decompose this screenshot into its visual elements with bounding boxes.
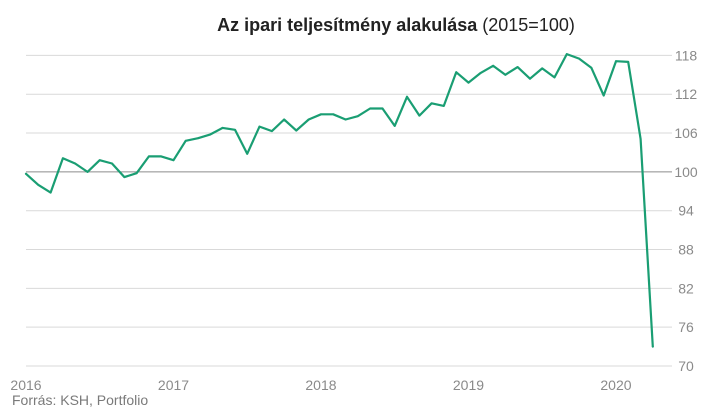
- data-point: [381, 107, 384, 110]
- series-group: [24, 52, 654, 348]
- chart-title: Az ipari teljesítmény alakulása (2015=10…: [217, 15, 575, 35]
- data-point: [406, 95, 408, 98]
- x-axis-ticks: 2016 2017 2018 2019 2020: [10, 377, 631, 393]
- data-point: [455, 71, 458, 74]
- data-point: [25, 172, 27, 175]
- y-tick-label: 112: [675, 86, 698, 102]
- data-point: [602, 94, 605, 97]
- data-point: [135, 172, 138, 175]
- data-point: [197, 137, 200, 140]
- data-point: [553, 76, 556, 79]
- x-tick-label: 2017: [158, 377, 189, 393]
- y-tick-label: 94: [678, 203, 694, 219]
- data-point: [98, 159, 101, 162]
- data-point: [332, 113, 335, 116]
- series-line: [24, 52, 654, 348]
- data-point: [37, 183, 40, 186]
- data-point: [148, 155, 150, 158]
- data-point: [418, 114, 421, 117]
- y-tick-label: 70: [678, 358, 694, 374]
- x-tick-label: 2019: [453, 377, 484, 393]
- data-point: [62, 157, 64, 160]
- data-point: [160, 155, 163, 158]
- data-point: [271, 130, 273, 133]
- y-tick-label: 82: [678, 280, 694, 296]
- data-point: [590, 66, 593, 69]
- data-point: [209, 133, 212, 136]
- x-tick-label: 2018: [305, 377, 336, 393]
- data-point: [516, 66, 519, 68]
- data-point: [541, 67, 544, 70]
- data-point: [504, 73, 507, 76]
- data-point: [492, 64, 494, 67]
- data-point: [111, 162, 113, 165]
- data-point: [627, 61, 630, 63]
- data-point: [49, 191, 52, 194]
- data-point: [467, 81, 470, 84]
- y-tick-label: 106: [674, 125, 698, 141]
- data-point: [184, 139, 187, 142]
- y-tick-label: 118: [675, 47, 698, 63]
- data-point: [369, 107, 371, 110]
- data-point: [234, 128, 236, 131]
- source-note: Forrás: KSH, Portfolio: [12, 392, 148, 408]
- data-point: [258, 125, 261, 128]
- y-axis-ticks: 70 76 82 88 94 100 106 112 118: [674, 47, 698, 374]
- y-tick-label: 88: [678, 242, 694, 258]
- data-point: [615, 60, 617, 63]
- data-point: [529, 77, 531, 80]
- data-point: [565, 53, 568, 55]
- grid-lines: [26, 54, 672, 367]
- data-point: [86, 171, 89, 173]
- data-point: [639, 138, 642, 140]
- y-tick-label: 100: [674, 164, 698, 180]
- data-point: [356, 115, 359, 118]
- data-point: [246, 152, 249, 155]
- data-point: [295, 129, 298, 132]
- chart-title-rest: (2015=100): [477, 15, 575, 35]
- data-point: [651, 345, 654, 348]
- chart-title-bold: Az ipari teljesítmény alakulása: [217, 15, 478, 35]
- data-point: [221, 127, 224, 129]
- data-point: [307, 118, 310, 121]
- data-point: [479, 72, 482, 74]
- data-point: [320, 113, 322, 116]
- data-point: [74, 162, 76, 165]
- data-point: [442, 105, 445, 107]
- data-point: [393, 125, 396, 127]
- data-point: [344, 118, 347, 121]
- data-point: [123, 176, 126, 179]
- data-point: [172, 159, 175, 162]
- data-point: [283, 118, 285, 121]
- y-tick-label: 76: [678, 319, 694, 335]
- data-point: [578, 57, 580, 60]
- x-tick-label: 2020: [600, 377, 631, 393]
- data-point: [430, 102, 433, 105]
- x-tick-label: 2016: [10, 377, 41, 393]
